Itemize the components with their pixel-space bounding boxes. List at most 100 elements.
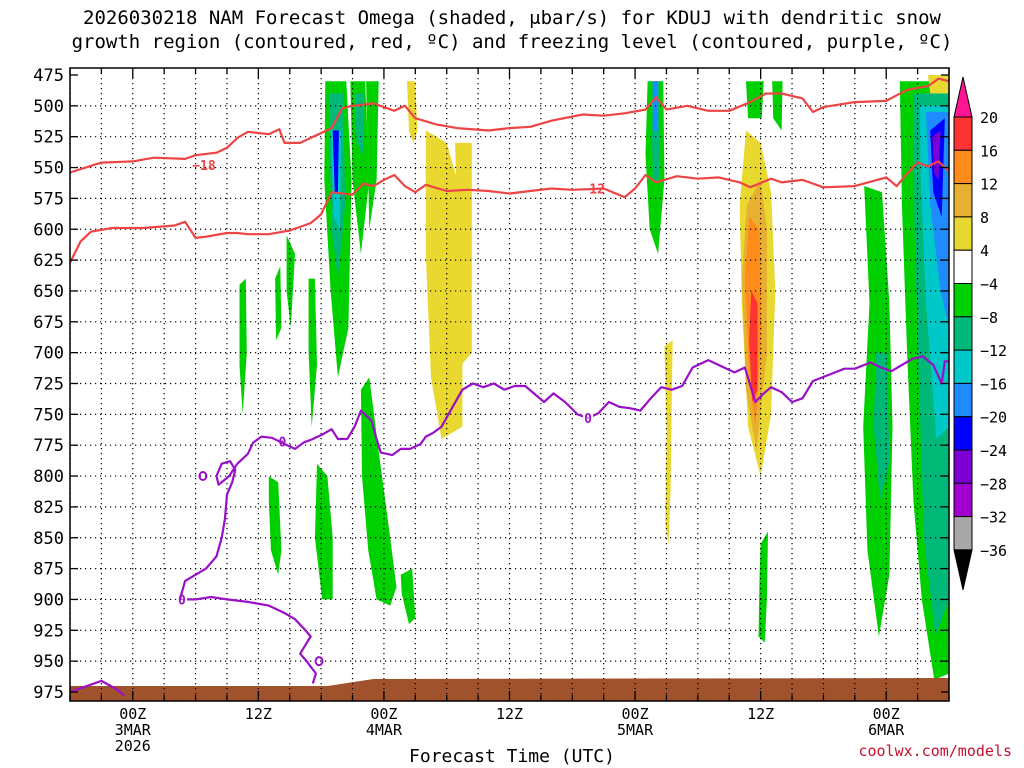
y-tick-label: 725 [33,375,64,395]
x-tick-label: 12Z [496,705,523,723]
colorbar-segment [953,283,973,318]
freezing-level-island [314,656,324,667]
watermark: coolwx.com/models [858,742,1012,760]
colorbar-segment [953,382,973,418]
freezing-level-label: 0 [178,593,186,608]
x-tick-label: 00Z [873,705,900,723]
colorbar-label: −32 [980,509,1007,527]
y-tick-label: 975 [33,683,64,703]
omega-shade-region [268,476,282,575]
dgz-isotherm-layer: −18 −12 [70,77,949,264]
omega-shade-region [400,568,416,625]
y-tick-label: 700 [33,344,64,364]
colorbar-segment [953,216,973,251]
colorbar-label: −16 [980,375,1007,393]
y-tick-label: 500 [33,97,64,117]
y-tick-label: 950 [33,652,64,672]
y-axis: 475 500 525 550 575 600 625 650 675 700 725 750 775 8… [33,66,949,703]
omega-shade-region [932,130,941,180]
omega-shade-region [314,463,333,600]
colorbar-label: 20 [980,109,998,127]
colorbar-label: −12 [980,342,1007,360]
y-tick-label: 475 [33,66,64,86]
omega-shade-region [332,130,339,193]
grid-layer [69,68,950,701]
colorbar-top-arrow [953,76,973,118]
omega-shade-region [354,93,364,156]
omega-shade-region [350,81,370,254]
freezing-level-label: 0 [584,412,592,427]
chart-title: 2026030218 NAM Forecast Omega (shaded, μ… [71,7,953,53]
freezing-level-layer: 000 [70,355,949,697]
omega-shade-region [308,278,317,427]
omega-shade-region [749,290,758,402]
freezing-level-line [70,679,126,697]
colorbar-label: 4 [980,242,989,260]
x-tick-label: 00Z [119,705,146,723]
dgz-isotherm-line [70,160,949,264]
y-tick-label: 925 [33,621,64,641]
omega-shade-region [286,235,295,328]
y-tick-label: 750 [33,405,64,425]
dgz-isotherm-label: −12 [581,183,604,198]
y-tick-label: 600 [33,220,64,240]
colorbar-segment [953,349,973,384]
y-tick-label: 625 [33,251,64,271]
colorbar-segment [953,149,973,185]
x-tick-label: 00Z [622,705,649,723]
y-tick-label: 525 [33,128,64,148]
colorbar-segment [953,183,973,218]
colorbar-label: −24 [980,442,1007,460]
freezing-label-bg [176,592,187,606]
omega-shade-region [664,340,673,544]
omega-shading-layer [239,75,949,680]
omega-shade-region [366,81,379,230]
colorbar-segment [953,516,973,551]
x-tick-label: 6MAR [868,721,905,739]
omega-shade-region [873,352,890,501]
x-tick-label: 2026 [115,737,151,755]
x-tick-label: 5MAR [617,721,654,739]
colorbar-label: −4 [980,276,998,294]
x-tick-label: 12Z [747,705,774,723]
y-tick-label: 550 [33,159,64,179]
omega-shade-region [650,81,661,180]
omega-shade-region [455,142,472,365]
omega-shade-region [360,377,397,606]
x-tick-label: 12Z [245,705,272,723]
y-tick-label: 850 [33,529,64,549]
omega-shade-region [425,130,463,439]
freezing-level-island [198,471,208,482]
colorbar-segment [953,482,973,518]
omega-shade-region [407,81,418,143]
y-tick-label: 800 [33,467,64,487]
y-tick-label: 875 [33,560,64,580]
x-tick-label: 3MAR [115,721,152,739]
omega-shade-region [239,278,247,415]
omega-shade-region [275,266,282,341]
x-tick-label: 00Z [370,705,397,723]
colorbar-label: −20 [980,409,1007,427]
freezing-label-bg [277,434,288,448]
colorbar-segment [953,249,973,284]
y-tick-label: 900 [33,590,64,610]
colorbar-segment [953,416,973,451]
colorbar: 20 16 12 8 4 −4 −8 −12 −16 −20 −24 −28 −32 −36 [953,76,1007,591]
freezing-level-line [178,355,949,600]
colorbar-segment [953,449,973,484]
colorbar-label: −36 [980,542,1007,560]
y-tick-label: 825 [33,498,64,518]
colorbar-label: −8 [980,309,998,327]
x-tick-label: 4MAR [366,721,403,739]
y-tick-label: 575 [33,189,64,209]
colorbar-segment [953,316,973,351]
y-tick-label: 775 [33,436,64,456]
dgz-isotherm-line [70,77,949,174]
y-tick-label: 675 [33,313,64,333]
colorbar-label: 8 [980,209,989,227]
x-axis-label: Forecast Time (UTC) [409,746,615,767]
freezing-label-bg [582,411,593,425]
dgz-isotherm-label: −18 [192,159,216,174]
colorbar-label: 12 [980,176,998,194]
